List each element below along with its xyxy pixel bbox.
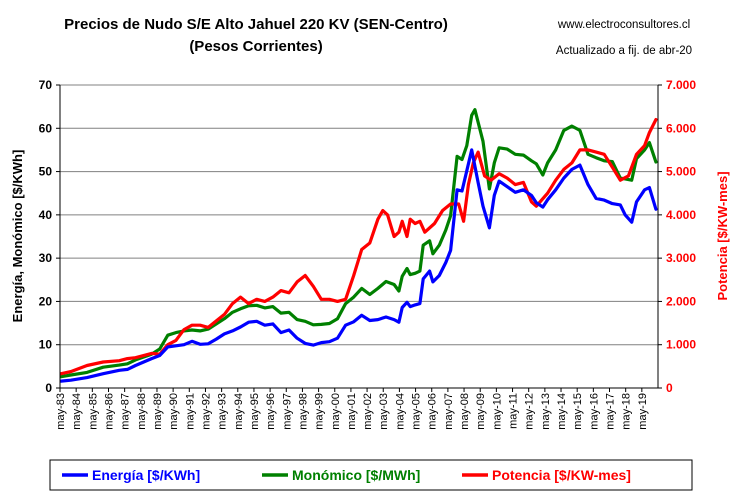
- x-tick-label: may-08: [459, 393, 471, 430]
- x-tick-label: may-94: [233, 393, 245, 430]
- x-tick-label: may-00: [330, 393, 342, 430]
- x-tick-label: may-99: [314, 393, 326, 430]
- x-tick-label: may-14: [556, 393, 568, 430]
- right-tick-label: 2.000: [666, 294, 696, 308]
- x-tick-label: may-12: [524, 393, 536, 430]
- series-line-potencia: [59, 118, 658, 376]
- x-tick-label: may-02: [362, 393, 374, 430]
- left-tick-label: 50: [39, 165, 53, 179]
- series-line-energia: [59, 148, 658, 383]
- x-tick-label: may-98: [297, 393, 309, 430]
- x-tick-label: may-09: [475, 393, 487, 430]
- source-label: www.electroconsultores.cl: [557, 19, 690, 31]
- right-tick-label: 3.000: [666, 251, 696, 265]
- legend-label-potencia: Potencia [$/KW-mes]: [492, 467, 631, 483]
- left-tick-label: 30: [39, 251, 53, 265]
- left-tick-label: 40: [39, 208, 53, 222]
- right-axis-ticks: 0 1.000 2.000 3.000 4.000 5.000 6.000 7.000: [658, 78, 696, 395]
- plot-area: [60, 85, 658, 388]
- x-tick-label: may-04: [394, 393, 406, 430]
- x-tick-label: may-19: [637, 393, 649, 430]
- x-tick-label: may-84: [71, 393, 83, 430]
- x-tick-label: may-10: [491, 393, 503, 430]
- left-tick-label: 20: [39, 294, 53, 308]
- x-tick-label: may-92: [200, 393, 212, 430]
- right-tick-label: 1.000: [666, 338, 696, 352]
- x-tick-label: may-97: [281, 393, 293, 430]
- left-tick-label: 10: [39, 338, 53, 352]
- right-tick-label: 7.000: [666, 78, 696, 92]
- x-tick-label: may-16: [588, 393, 600, 430]
- series-layer: [59, 108, 658, 383]
- x-tick-label: may-11: [508, 393, 520, 429]
- right-tick-label: 6.000: [666, 121, 696, 135]
- x-tick-label: may-89: [152, 393, 164, 430]
- right-axis-label: Potencia [$/KW-mes]: [715, 171, 730, 300]
- updated-label: Actualizado a fij. de abr-20: [556, 45, 692, 57]
- legend-label-energia: Energía [$/KWh]: [92, 467, 200, 483]
- chart-subtitle: (Pesos Corrientes): [189, 38, 322, 55]
- legend-label-monomico: Monómico [$/MWh]: [292, 467, 420, 483]
- left-tick-label: 60: [39, 121, 53, 135]
- x-tick-label: may-01: [346, 393, 358, 430]
- left-tick-label: 0: [45, 381, 52, 395]
- x-tick-label: may-05: [411, 393, 423, 430]
- x-tick-label: may-93: [217, 393, 229, 430]
- left-tick-label: 70: [39, 78, 53, 92]
- right-tick-label: 5.000: [666, 165, 696, 179]
- x-tick-label: may-87: [120, 393, 132, 430]
- x-tick-label: may-91: [184, 393, 196, 430]
- x-tick-label: may-90: [168, 393, 180, 430]
- x-tick-label: may-85: [87, 393, 99, 430]
- x-tick-label: may-06: [427, 393, 439, 430]
- chart-title: Precios de Nudo S/E Alto Jahuel 220 KV (…: [64, 16, 448, 33]
- x-tick-label: may-18: [621, 393, 633, 430]
- x-tick-label: may-17: [605, 393, 617, 430]
- x-tick-label: may-13: [540, 393, 552, 430]
- x-tick-label: may-88: [136, 393, 148, 430]
- x-tick-label: may-83: [55, 393, 67, 430]
- x-tick-label: may-15: [572, 393, 584, 430]
- right-tick-label: 4.000: [666, 208, 696, 222]
- x-tick-label: may-07: [443, 393, 455, 430]
- x-tick-label: may-86: [103, 393, 115, 430]
- x-tick-label: may-03: [378, 393, 390, 430]
- x-tick-label: may-95: [249, 393, 261, 430]
- left-axis-label: Energía, Monómico [$/KWh]: [10, 150, 25, 323]
- left-axis-ticks: 0 10 20 30 40 50 60 70: [39, 78, 60, 395]
- x-axis-ticks: may-83 may-84 may-85 may-86 may-87 may-88 may-…: [55, 388, 649, 430]
- right-tick-label: 0: [666, 381, 673, 395]
- x-tick-label: may-96: [265, 393, 277, 430]
- legend: Energía [$/KWh] Monómico [$/MWh] Potencia …: [62, 467, 631, 483]
- legend-box: [49, 459, 693, 491]
- series-line-monomico: [59, 108, 658, 379]
